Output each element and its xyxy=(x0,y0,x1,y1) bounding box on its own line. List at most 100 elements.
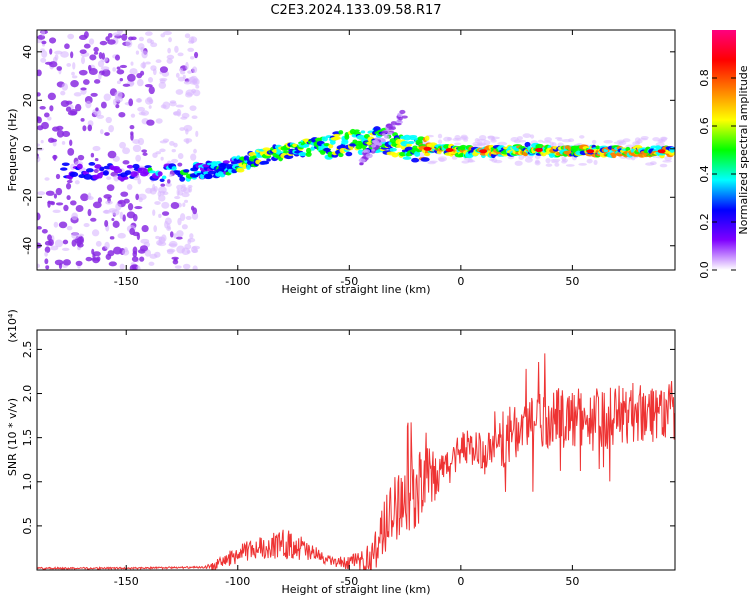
spectrogram-noise-blob xyxy=(126,211,136,219)
spectrogram-noise-blob xyxy=(561,160,567,164)
spectrogram-noise-blob xyxy=(37,69,42,77)
spectrogram-noise-blob xyxy=(187,47,195,52)
spectrogram-noise-blob xyxy=(45,190,55,196)
spectrogram-noise-blob xyxy=(155,118,163,124)
spectrogram-noise-blob xyxy=(187,238,192,245)
spectrogram-noise-blob xyxy=(148,261,155,266)
spectrogram-noise-blob xyxy=(522,133,532,138)
spectrogram-trace-blob xyxy=(148,170,156,174)
spectrogram-noise-blob xyxy=(166,58,173,64)
spectrogram-noise-blob xyxy=(62,239,69,245)
snr-y-scale-label: (x10⁴) xyxy=(6,309,19,343)
spectrogram-noise-blob xyxy=(37,143,41,147)
spectrogram-noise-blob xyxy=(127,73,136,82)
spectrogram-trace-blob xyxy=(246,164,251,170)
spectrogram-branch-blob xyxy=(359,162,364,166)
spectrogram-noise-blob xyxy=(177,152,184,160)
spectrogram-trace-blob xyxy=(360,130,366,134)
spectrogram-noise-blob xyxy=(603,139,613,144)
spectrogram-noise-blob xyxy=(41,40,47,45)
spectrogram-noise-blob xyxy=(49,105,54,112)
spectrogram-noise-blob xyxy=(54,50,63,55)
spectrogram-noise-blob xyxy=(125,39,133,48)
snr-y-axis: 0.5 1.0 1.5 2.0 2.5 xyxy=(21,341,675,535)
spectrogram-noise-blob xyxy=(60,90,66,96)
spectrogram-noise-blob xyxy=(154,251,161,258)
spectrogram-noise-blob xyxy=(132,250,138,258)
spectrogram-noise-blob xyxy=(160,33,166,38)
spectrogram-noise-blob xyxy=(139,256,145,262)
spectrogram-noise-blob xyxy=(141,149,148,153)
spectrogram-y-axis: -40 -20 0 20 40 xyxy=(21,45,675,255)
spectrogram-noise-blob xyxy=(92,145,101,152)
spectrogram-noise-blob xyxy=(538,139,544,143)
y-tick-label: 2.5 xyxy=(21,341,34,359)
x-tick-label: 0 xyxy=(457,275,464,288)
spectrogram-noise-blob xyxy=(54,259,64,266)
spectrogram-noise-blob xyxy=(578,163,587,166)
spectrogram-noise-blob xyxy=(44,251,48,257)
spectrogram-noise-blob xyxy=(105,36,110,42)
spectrogram-noise-blob xyxy=(95,107,99,112)
spectrogram-trace-blob xyxy=(524,141,531,148)
spectrogram-noise-blob xyxy=(182,263,191,270)
spectrogram-noise-blob xyxy=(108,261,117,267)
spectrogram-trace-blob xyxy=(130,171,138,178)
spectrogram-noise-blob xyxy=(497,141,508,146)
spectrogram-peak xyxy=(534,148,543,152)
spectrogram-noise-blob xyxy=(95,240,102,247)
spectrogram-trace-blob xyxy=(60,167,68,171)
spectrogram-noise-blob xyxy=(80,193,89,202)
spectrogram-noise-blob xyxy=(113,174,120,182)
spectrogram-noise-blob xyxy=(135,98,143,103)
spectrogram-trace-blob xyxy=(320,150,326,155)
spectrogram-branch-blob xyxy=(385,123,393,129)
spectrogram-branch-blob xyxy=(365,153,373,159)
spectrogram-peak xyxy=(445,148,454,152)
spectrogram-noise-blob xyxy=(117,232,126,239)
spectrogram-noise-blob xyxy=(115,104,120,109)
spectrogram-noise-blob xyxy=(62,259,72,266)
spectrogram-noise-blob xyxy=(191,115,198,120)
spectrogram-noise-blob xyxy=(447,136,453,141)
spectrogram-trace-blob xyxy=(248,151,257,157)
spectrogram-noise-blob xyxy=(88,64,92,72)
spectrogram-noise-blob xyxy=(103,209,109,214)
y-tick-label: 20 xyxy=(21,93,34,107)
spectrogram-noise-blob xyxy=(75,204,84,213)
spectrogram-noise-blob xyxy=(137,43,145,50)
snr-y-label: SNR (10 * v/v) xyxy=(6,398,19,476)
spectrogram-noise-blob xyxy=(148,86,155,95)
spectrogram-noise-blob xyxy=(88,38,95,45)
spectrogram-noise-blob xyxy=(54,239,64,248)
spectrogram-noise-blob xyxy=(162,138,170,143)
spectrogram-noise-blob xyxy=(107,150,117,159)
spectrogram-noise-blob xyxy=(106,184,115,192)
spectrogram-trace-blob xyxy=(535,143,544,149)
spectrogram-trace-blob xyxy=(69,171,79,178)
spectrogram-noise-blob xyxy=(141,50,148,59)
spectrogram-noise-blob xyxy=(179,213,186,221)
spectrogram-trace-blob xyxy=(411,157,420,163)
spectrogram-noise-blob xyxy=(568,138,575,143)
spectrogram-noise-blob xyxy=(104,132,110,136)
spectrogram-noise-blob xyxy=(69,139,73,147)
spectrogram-noise-blob xyxy=(185,89,195,96)
spectrogram-noise-blob xyxy=(181,192,190,198)
spectrogram-noise-blob xyxy=(193,148,197,154)
spectrogram-noise-blob xyxy=(137,137,145,146)
y-tick-label: 40 xyxy=(21,45,34,59)
spectrogram-noise-blob xyxy=(437,133,443,139)
spectrogram-noise-blob xyxy=(105,200,113,205)
spectrogram-noise-blob xyxy=(173,142,178,148)
spectrogram-noise-blob xyxy=(100,66,110,71)
spectrogram-noise-blob xyxy=(107,39,116,45)
spectrogram-noise-blob xyxy=(97,60,105,68)
spectrogram-noise-blob xyxy=(61,247,70,252)
spectrogram-noise-blob xyxy=(158,213,162,218)
spectrogram-noise-blob xyxy=(48,238,54,247)
spectrogram-noise-blob xyxy=(161,201,170,209)
spectrogram-noise-blob xyxy=(48,61,58,68)
spectrogram-noise-blob xyxy=(161,211,170,216)
snr-frame xyxy=(36,329,676,571)
